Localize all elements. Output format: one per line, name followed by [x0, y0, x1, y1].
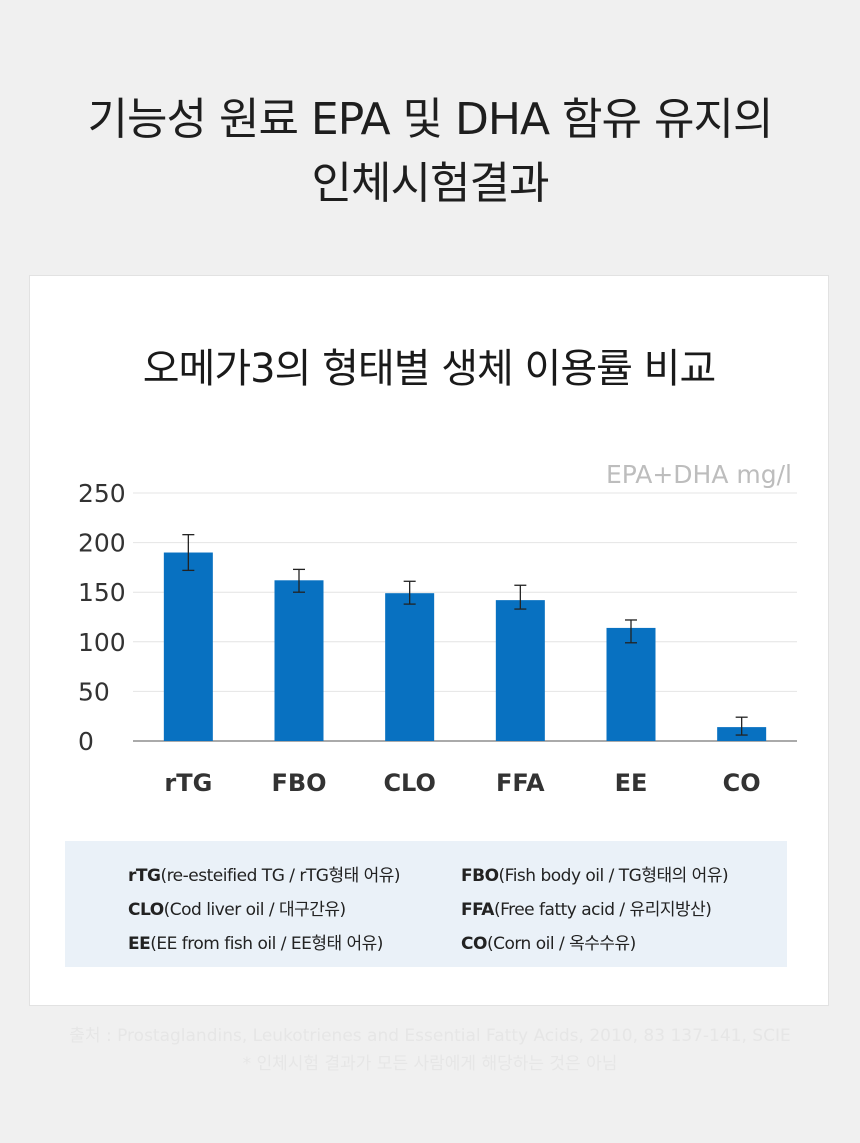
- chart-card: 오메가3의 형태별 생체 이용률 비교 EPA+DHA mg/l 0 50 100 15…: [29, 275, 829, 1006]
- y-tick-label: 0: [78, 727, 94, 756]
- legend-item-clo: CLO(Cod liver oil / 대구간유): [128, 895, 346, 920]
- legend-box: rTG(re-esteified TG / rTG형태 어유) FBO(Fish…: [65, 841, 787, 967]
- page-title: 기능성 원료 EPA 및 DHA 함유 유지의 인체시험결과: [0, 88, 860, 216]
- page-title-line1: 기능성 원료 EPA 및 DHA 함유 유지의: [87, 94, 774, 145]
- legend-abbr: EE: [128, 934, 151, 954]
- legend-item-ffa: FFA(Free fatty acid / 유리지방산): [461, 895, 712, 920]
- y-tick-label: 50: [78, 677, 110, 706]
- x-tick-label: rTG: [164, 769, 212, 797]
- legend-desc: (EE from fish oil / EE형태 어유): [150, 934, 383, 954]
- legend-item-rtg: rTG(re-esteified TG / rTG형태 어유): [128, 861, 401, 886]
- source-note: 출처 : Prostaglandins, Leukotrienes and Es…: [0, 1022, 860, 1078]
- legend-desc: (Cod liver oil / 대구간유): [163, 900, 347, 920]
- bar-rtg: [163, 552, 213, 741]
- bar-fbo: [274, 580, 324, 741]
- legend-desc: (Fish body oil / TG형태의 어유): [498, 866, 729, 886]
- x-tick-label: EE: [615, 769, 648, 797]
- legend-abbr: FBO: [461, 866, 499, 886]
- bar-chart: EPA+DHA mg/l 0 50 100 150 200 250 rTG FBO CLO FFA E…: [78, 460, 797, 797]
- y-tick-label: 100: [78, 628, 126, 657]
- legend-item-co: CO(Corn oil / 옥수수유): [461, 929, 636, 954]
- disclaimer: * 인체시험 결과가 모든 사람에게 해당하는 것은 아님: [242, 1054, 618, 1074]
- legend-desc: (re-esteified TG / rTG형태 어유): [160, 866, 401, 886]
- bar-clo: [385, 593, 435, 741]
- bar-ee: [606, 627, 656, 741]
- x-tick-label: FBO: [271, 769, 326, 797]
- legend-item-ee: EE(EE from fish oil / EE형태 어유): [128, 929, 383, 954]
- legend-abbr: FFA: [461, 900, 494, 920]
- y-tick-label: 200: [78, 529, 126, 558]
- legend-desc: (Free fatty acid / 유리지방산): [493, 900, 712, 920]
- y-tick-label: 150: [78, 578, 126, 607]
- legend-item-fbo: FBO(Fish body oil / TG형태의 어유): [461, 861, 729, 886]
- y-tick-label: 250: [78, 479, 126, 508]
- legend-abbr: CLO: [128, 900, 164, 920]
- bar-ffa: [495, 600, 545, 741]
- page-title-line2: 인체시험결과: [311, 158, 550, 209]
- legend-abbr: CO: [461, 934, 487, 954]
- legend-abbr: rTG: [128, 866, 161, 886]
- x-tick-label: CO: [723, 769, 761, 797]
- x-tick-label: FFA: [496, 769, 545, 797]
- source-citation: 출처 : Prostaglandins, Leukotrienes and Es…: [69, 1026, 791, 1046]
- unit-label: EPA+DHA mg/l: [606, 460, 792, 489]
- legend-desc: (Corn oil / 옥수수유): [486, 934, 636, 954]
- x-tick-label: CLO: [383, 769, 435, 797]
- chart-title: 오메가3의 형태별 생체 이용률 비교: [142, 346, 717, 392]
